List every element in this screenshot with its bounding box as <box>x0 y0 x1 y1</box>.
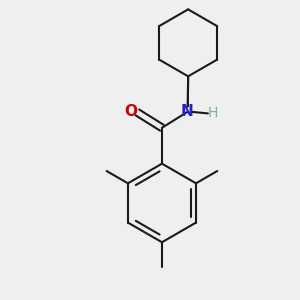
Text: H: H <box>208 106 218 120</box>
Text: N: N <box>181 104 194 119</box>
Text: O: O <box>125 104 138 119</box>
